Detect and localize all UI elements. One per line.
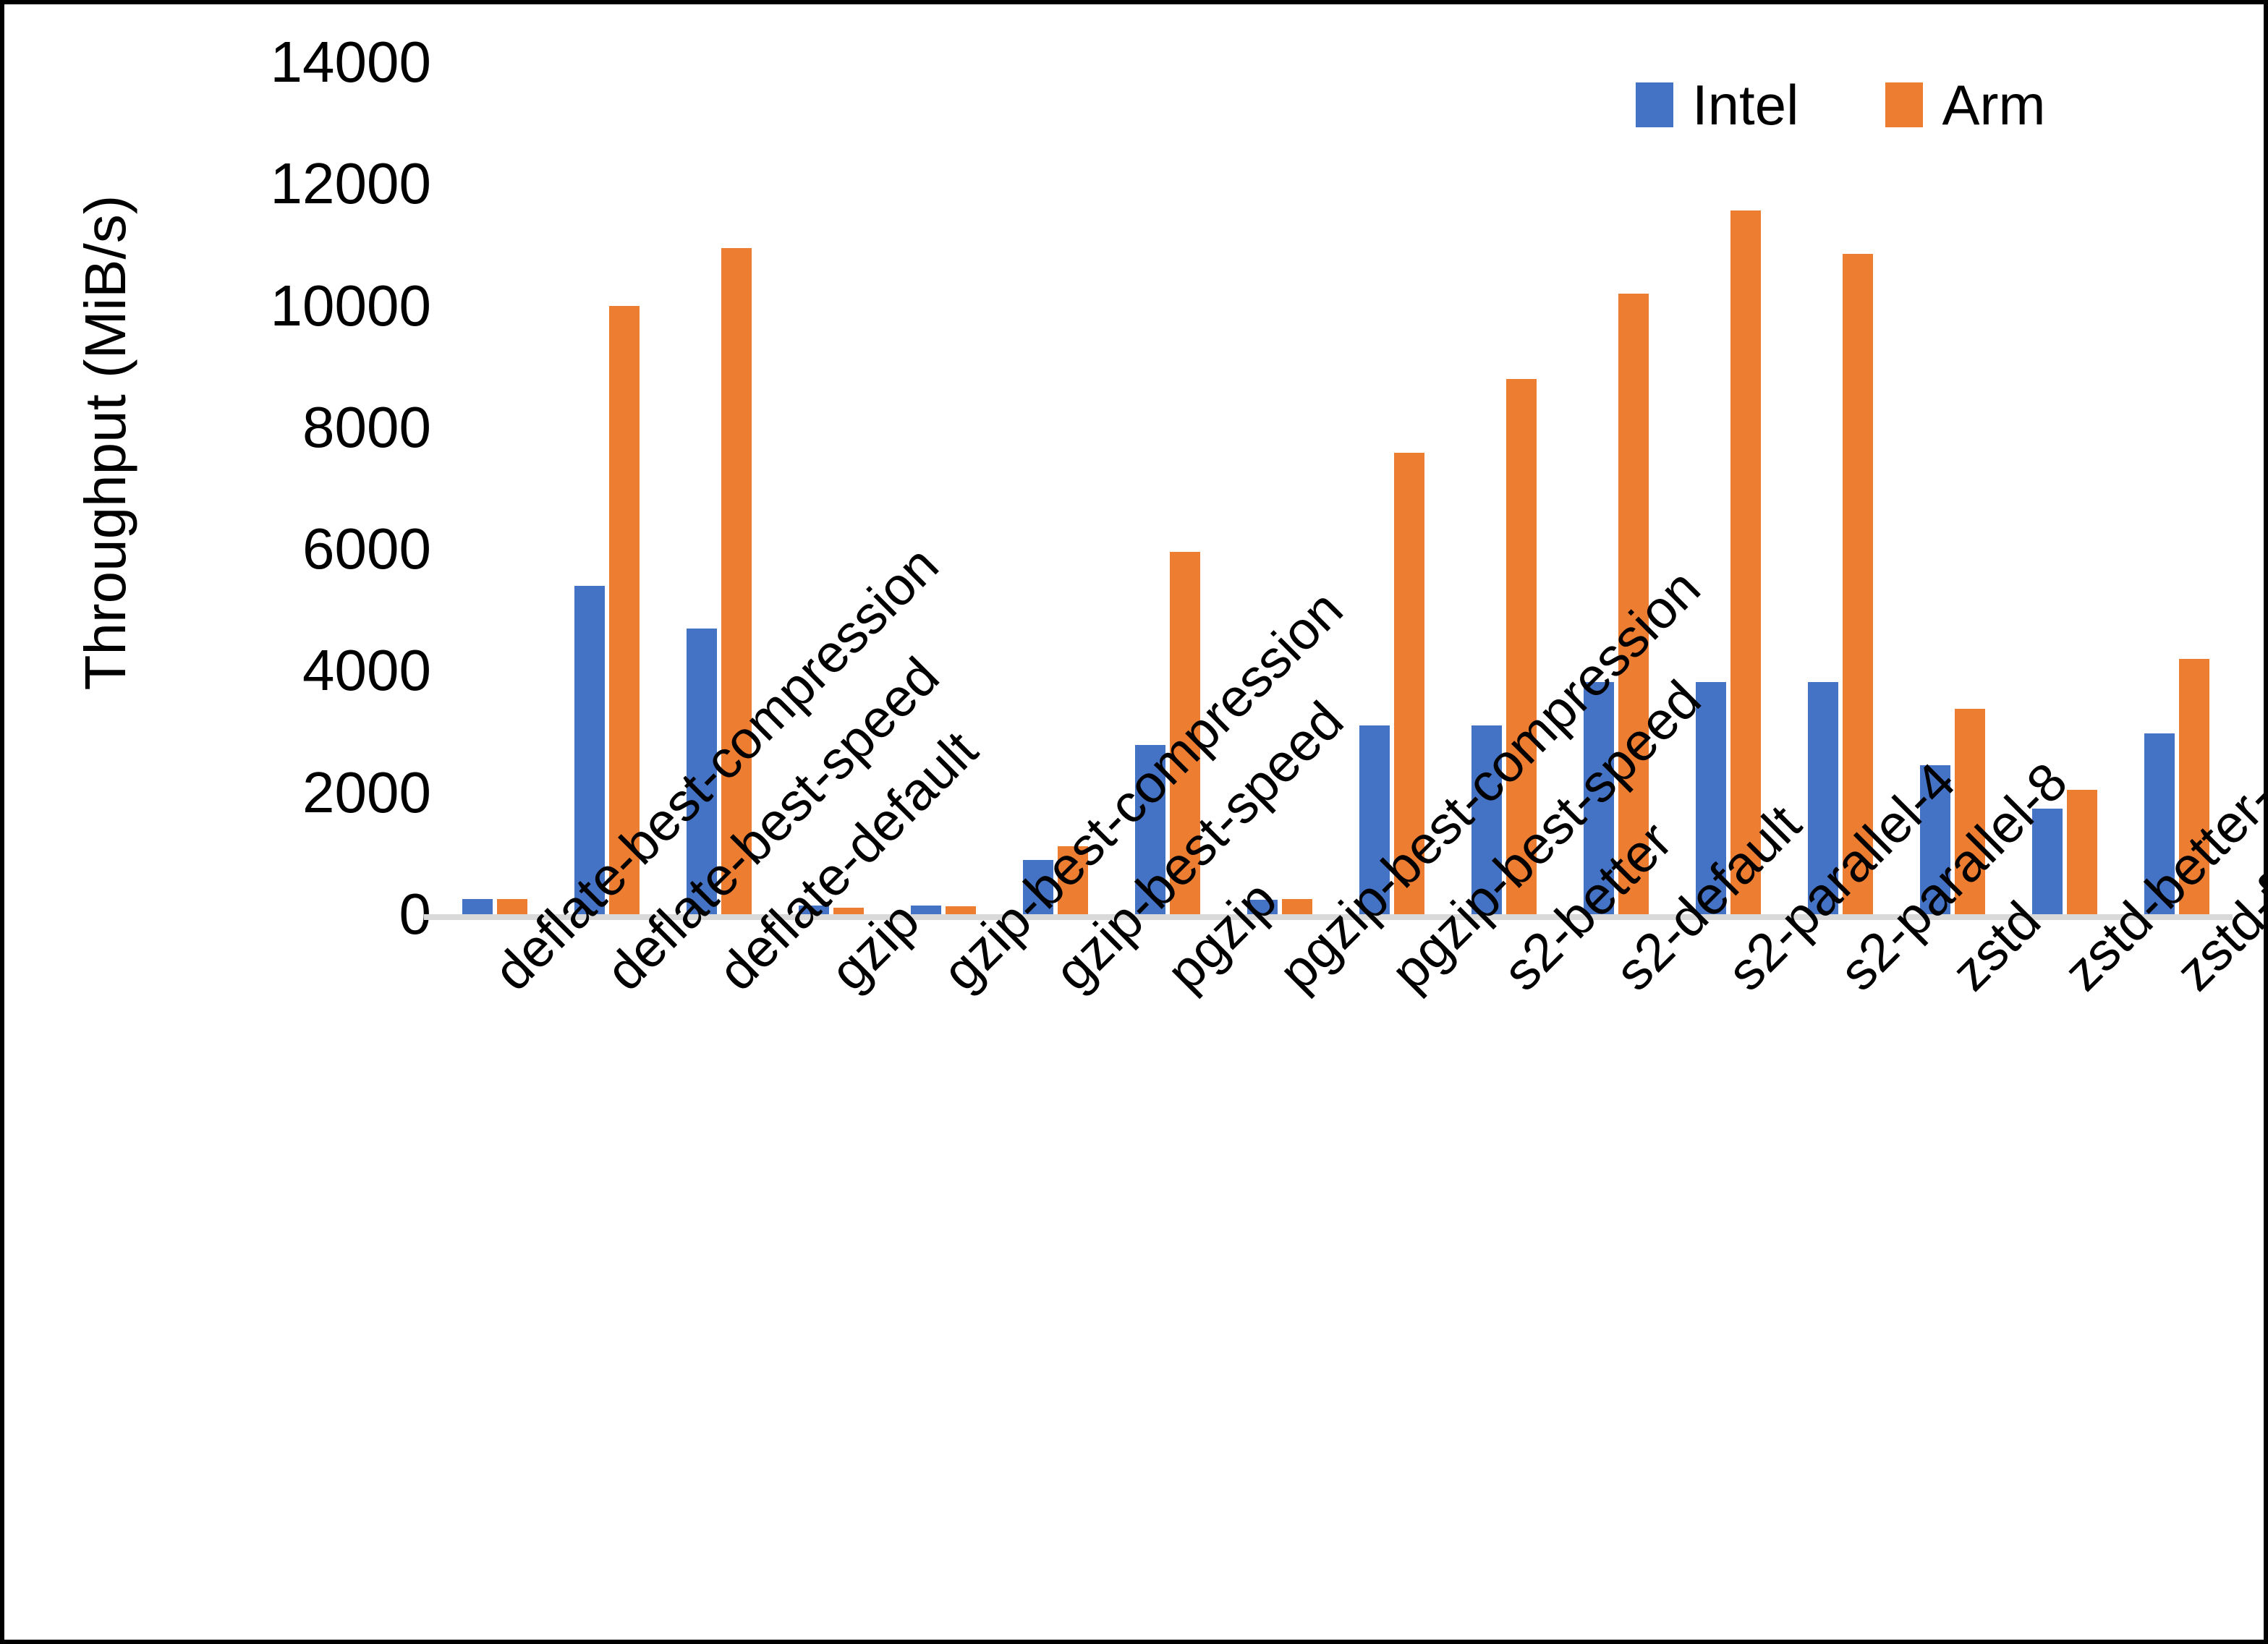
bar-arm[interactable]	[496, 898, 527, 914]
bar-intel[interactable]	[462, 898, 493, 914]
y-axis-tick-12000: 12000	[270, 151, 431, 216]
bar-intel[interactable]	[1807, 681, 1838, 914]
bar-intel[interactable]	[2144, 733, 2175, 914]
x-axis-category-labels: deflate-best-compression deflate-best-spe…	[4, 534, 2264, 1588]
bar-group	[1784, 62, 1896, 914]
y-axis-tick-2000: 2000	[302, 759, 431, 825]
bar-intel[interactable]	[1022, 860, 1053, 914]
bar-group	[2120, 62, 2233, 914]
bar-group	[1560, 62, 1672, 914]
plot-area	[424, 62, 2233, 920]
bar-intel[interactable]	[1246, 899, 1278, 914]
bar-group	[1448, 62, 1560, 914]
bar-group	[1672, 62, 1784, 914]
bar-arm[interactable]	[721, 247, 752, 914]
legend-label-arm: Arm	[1942, 73, 2046, 137]
legend-swatch-intel	[1636, 82, 1673, 127]
y-axis-tick-4000: 4000	[302, 638, 431, 703]
legend-label-intel: Intel	[1692, 73, 1799, 137]
bar-group	[1223, 62, 1335, 914]
bar-arm[interactable]	[1842, 254, 1873, 914]
chart-legend: Intel Arm	[1636, 77, 2045, 133]
bar-arm[interactable]	[1281, 898, 1312, 914]
bar-group	[438, 62, 551, 914]
bar-group	[887, 62, 999, 914]
bar-intel[interactable]	[2031, 809, 2063, 914]
bar-intel[interactable]	[910, 906, 941, 914]
bar-arm[interactable]	[608, 305, 640, 914]
bar-arm[interactable]	[2066, 789, 2097, 914]
bar-arm[interactable]	[2178, 658, 2209, 914]
bar-arm[interactable]	[1730, 210, 1761, 914]
bar-group	[1335, 62, 1448, 914]
y-axis-title: Throughput (MiB/s)	[73, 195, 137, 691]
y-axis-tick-labels: 0 2000 4000 6000 8000 10000 12000 14000	[221, 4, 431, 945]
bar-group	[1111, 62, 1223, 914]
y-axis-tick-10000: 10000	[270, 273, 431, 338]
bar-intel[interactable]	[574, 585, 605, 914]
bar-group	[551, 62, 663, 914]
y-axis-tick-6000: 6000	[302, 516, 431, 582]
bar-arm[interactable]	[1505, 378, 1537, 914]
bar-arm[interactable]	[833, 907, 864, 914]
bar-intel[interactable]	[798, 906, 829, 914]
bar-arm[interactable]	[1057, 846, 1088, 914]
bar-arm[interactable]	[1954, 708, 1985, 914]
bar-arm[interactable]	[1169, 552, 1200, 914]
legend-entry-intel[interactable]: Intel	[1636, 77, 1798, 133]
y-axis-tick-8000: 8000	[302, 394, 431, 459]
bar-intel[interactable]	[1134, 745, 1165, 914]
bar-intel[interactable]	[1583, 681, 1614, 914]
bar-group	[2008, 62, 2120, 914]
bar-intel[interactable]	[1695, 681, 1726, 914]
bar-arm[interactable]	[1393, 453, 1424, 914]
bar-group	[775, 62, 887, 914]
legend-entry-arm[interactable]: Arm	[1885, 77, 2045, 133]
bar-arm[interactable]	[945, 906, 976, 914]
bar-group	[999, 62, 1111, 914]
x-axis-line	[424, 914, 2233, 920]
bar-arm[interactable]	[1618, 293, 1649, 914]
bar-intel[interactable]	[686, 628, 717, 914]
bar-group	[1896, 62, 2008, 914]
y-axis-tick-14000: 14000	[270, 30, 431, 94]
bar-intel[interactable]	[1471, 725, 1502, 914]
legend-swatch-arm	[1885, 82, 1924, 127]
bar-intel[interactable]	[1359, 725, 1390, 914]
y-axis-tick-0: 0	[399, 882, 432, 946]
bar-group	[663, 62, 775, 914]
bar-intel[interactable]	[1919, 764, 1950, 914]
